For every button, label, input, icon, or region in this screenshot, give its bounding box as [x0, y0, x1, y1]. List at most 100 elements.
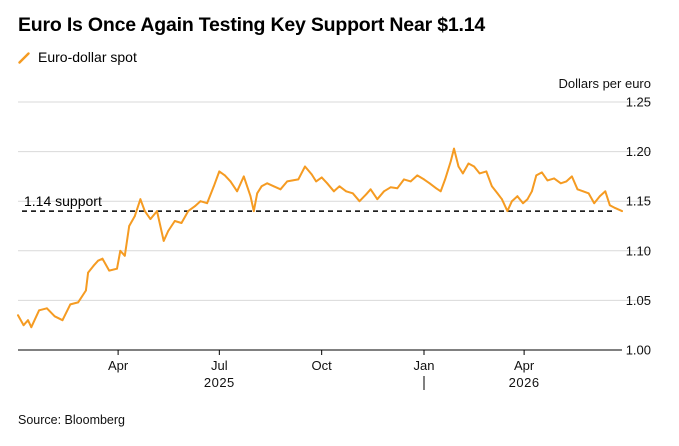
- data-point: [376, 198, 379, 201]
- data-point: [304, 165, 306, 168]
- data-point: [206, 202, 209, 205]
- data-point: [351, 192, 354, 195]
- data-point: [531, 190, 533, 193]
- data-point: [156, 210, 158, 213]
- data-point: [358, 200, 361, 203]
- x-axis: Apr Jul Oct Jan Apr 2025 2026: [18, 349, 622, 390]
- data-point: [501, 198, 503, 201]
- data-point: [333, 190, 335, 193]
- year-label: 2025: [204, 375, 235, 390]
- data-point: [565, 180, 568, 183]
- data-point: [85, 289, 87, 292]
- data-point: [598, 195, 601, 198]
- data-point: [279, 188, 282, 191]
- data-point: [457, 165, 460, 168]
- data-point: [608, 204, 611, 207]
- data-point: [522, 202, 524, 205]
- x-tick-label: Jan: [414, 358, 435, 373]
- data-point: [92, 264, 95, 267]
- data-point: [180, 222, 183, 224]
- data-point: [46, 307, 48, 310]
- data-point: [435, 187, 438, 190]
- data-point: [139, 198, 142, 201]
- data-point: [266, 182, 269, 185]
- data-point: [162, 240, 165, 242]
- data-point: [614, 207, 617, 210]
- y-tick-label: 1.20: [626, 144, 651, 159]
- data-point: [236, 190, 239, 193]
- data-point: [310, 173, 313, 176]
- data-point: [229, 180, 232, 183]
- data-point: [571, 175, 573, 178]
- data-point: [345, 190, 347, 193]
- data-point: [291, 179, 294, 182]
- data-point: [212, 185, 215, 188]
- x-tick-label: Apr: [514, 358, 535, 373]
- data-point: [423, 178, 425, 181]
- data-point: [491, 185, 493, 188]
- data-point: [511, 200, 513, 203]
- data-point: [149, 218, 152, 221]
- data-point: [187, 210, 190, 213]
- series-layer: [17, 147, 623, 329]
- data-point: [108, 269, 111, 272]
- data-point: [27, 319, 29, 322]
- data-point: [553, 177, 555, 180]
- data-point: [272, 185, 275, 188]
- data-point: [242, 175, 245, 178]
- legend-label: Euro-dollar spot: [38, 49, 137, 65]
- data-point: [369, 188, 372, 191]
- data-point: [496, 192, 499, 195]
- data-point: [428, 182, 431, 185]
- data-point: [256, 192, 259, 195]
- support-annotation: 1.14 support: [22, 193, 616, 212]
- data-point: [260, 185, 263, 188]
- data-point: [218, 170, 221, 173]
- data-point: [22, 324, 25, 327]
- data-point: [546, 179, 549, 182]
- y-tick-label: 1.05: [626, 293, 651, 308]
- data-point: [194, 205, 196, 208]
- data-point: [69, 303, 72, 306]
- data-point: [559, 182, 562, 185]
- data-point: [17, 314, 19, 317]
- data-point: [38, 309, 40, 312]
- data-point: [133, 215, 136, 218]
- data-point: [389, 186, 392, 189]
- data-point: [297, 178, 300, 181]
- data-point: [516, 195, 519, 198]
- data-point: [535, 174, 538, 177]
- data-point: [604, 190, 607, 193]
- data-point: [101, 257, 104, 260]
- data-point: [383, 190, 385, 193]
- data-point: [199, 200, 202, 203]
- support-label: 1.14 support: [24, 193, 102, 209]
- data-point: [506, 210, 509, 213]
- y-tick-label: 1.10: [626, 243, 651, 258]
- data-point: [326, 182, 329, 185]
- data-point: [582, 190, 584, 193]
- data-point: [593, 202, 596, 205]
- data-point: [485, 170, 488, 173]
- data-point: [409, 180, 412, 183]
- legend: Euro-dollar spot: [18, 47, 137, 67]
- data-point: [128, 225, 131, 227]
- data-point: [396, 187, 399, 190]
- data-point: [576, 188, 579, 191]
- data-point: [587, 192, 590, 195]
- data-point: [403, 178, 405, 181]
- y-tick-label: 1.00: [626, 343, 651, 358]
- data-point: [320, 176, 323, 179]
- year-label: 2026: [509, 375, 540, 390]
- data-point: [416, 174, 419, 177]
- legend-swatch-icon: [18, 51, 30, 64]
- y-tick-label: 1.25: [626, 95, 651, 110]
- data-point: [473, 165, 475, 168]
- data-point: [30, 326, 33, 329]
- data-point: [123, 254, 126, 257]
- data-point: [526, 198, 529, 201]
- series-line: [17, 147, 623, 329]
- data-point: [621, 210, 623, 213]
- y-tick-label: 1.15: [626, 194, 651, 209]
